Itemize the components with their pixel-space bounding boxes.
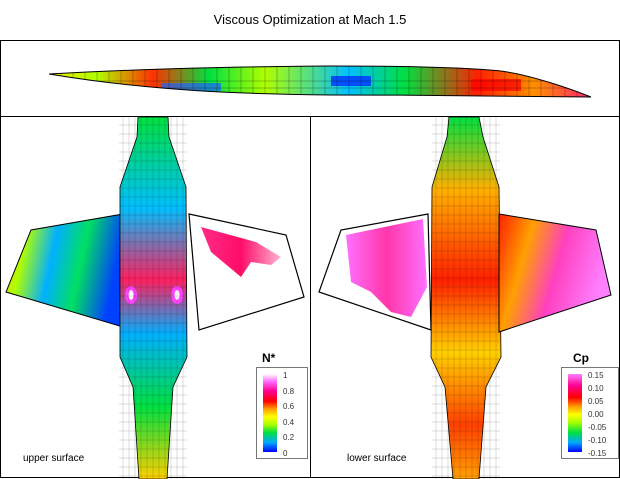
lower-right-wing	[498, 213, 612, 333]
left-colorbar-tick: 0.6	[283, 402, 295, 412]
left-colorbar-tick: 0.8	[283, 386, 295, 396]
right-colorbar-tick: -0.10	[588, 436, 607, 445]
figure-title: Viscous Optimization at Mach 1.5	[213, 12, 407, 27]
side-view-panel	[0, 40, 620, 117]
left-colorbar-tick: 1	[283, 371, 288, 380]
upper-colorbar	[263, 374, 277, 452]
right-colorbar-tick: -0.15	[588, 449, 607, 458]
upper-fuselage	[119, 116, 188, 479]
upper-colorbar-legend: 1 0.8 0.6 0.4 0.2 0	[256, 367, 308, 459]
right-colorbar-tick: 0.15	[588, 371, 604, 380]
lower-fuselage	[430, 116, 502, 479]
upper-legend-title: N*	[262, 351, 276, 365]
left-colorbar-tick: 0	[283, 449, 288, 458]
lower-surface-panel: Cp 0.15 0.10 0.05 0.00 -0.05 -0.10 -0.15 lower…	[310, 116, 620, 479]
lower-legend-title: Cp	[573, 351, 589, 365]
right-colorbar-tick: 0.10	[588, 384, 604, 393]
lower-colorbar	[568, 374, 582, 452]
lower-colorbar-legend: 0.15 0.10 0.05 0.00 -0.05 -0.10 -0.15	[561, 367, 619, 459]
upper-surface-panel: N* 1 0.8 0.6 0.4 0.2 0 upper surface	[0, 116, 311, 479]
right-colorbar-tick: 0.00	[588, 410, 604, 419]
upper-left-wing	[5, 213, 124, 328]
left-colorbar-tick: 0.4	[283, 417, 295, 427]
lower-surface-label: lower surface	[347, 453, 407, 464]
right-colorbar-tick: 0.05	[588, 397, 604, 406]
lower-surface-plot	[318, 116, 612, 479]
upper-surface-label: upper surface	[23, 453, 85, 464]
side-view-surface	[48, 65, 592, 98]
left-colorbar-tick: 0.2	[283, 433, 295, 443]
right-colorbar-tick: -0.05	[588, 423, 607, 432]
upper-surface-plot	[5, 116, 305, 479]
